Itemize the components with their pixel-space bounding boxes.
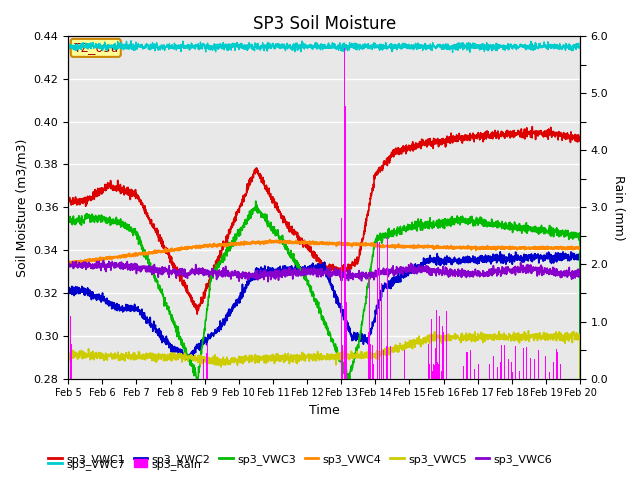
Legend: sp3_VWC7, sp3_Rain: sp3_VWC7, sp3_Rain xyxy=(44,455,206,474)
Text: TZ_osu: TZ_osu xyxy=(73,41,118,54)
Title: SP3 Soil Moisture: SP3 Soil Moisture xyxy=(253,15,396,33)
Y-axis label: Soil Moisture (m3/m3): Soil Moisture (m3/m3) xyxy=(15,138,28,276)
X-axis label: Time: Time xyxy=(308,404,340,417)
Legend: sp3_VWC1, sp3_VWC2, sp3_VWC3, sp3_VWC4, sp3_VWC5, sp3_VWC6: sp3_VWC1, sp3_VWC2, sp3_VWC3, sp3_VWC4, … xyxy=(44,450,557,469)
Y-axis label: Rain (mm): Rain (mm) xyxy=(612,175,625,240)
